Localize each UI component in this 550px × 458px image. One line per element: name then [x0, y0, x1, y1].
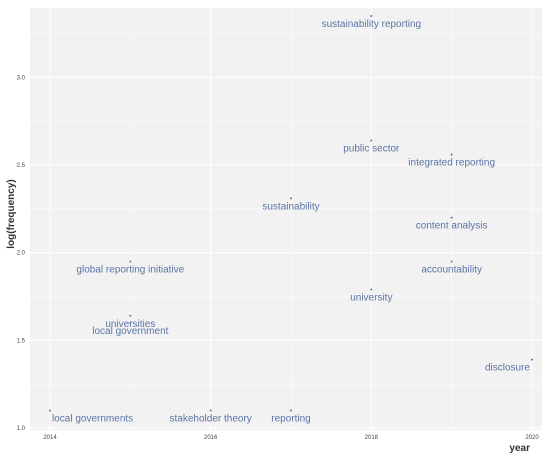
point-label: local government	[92, 326, 168, 337]
point-label: stakeholder theory	[170, 413, 252, 424]
x-axis-ticks: 2014 2016 2018 2020	[43, 435, 539, 441]
data-points: sustainability reporting public sector int…	[49, 15, 533, 424]
data-point	[370, 139, 373, 142]
grid-lines	[30, 8, 542, 430]
x-tick-label: 2014	[43, 435, 57, 441]
point-label: disclosure	[485, 363, 530, 374]
y-axis-title: log(frequency)	[6, 179, 17, 248]
point-label: public sector	[343, 143, 400, 154]
y-tick-label: 2.5	[17, 163, 26, 169]
data-point	[531, 358, 533, 361]
point-label: content analysis	[416, 221, 488, 232]
y-tick-label: 1.0	[17, 426, 26, 432]
y-tick-label: 3.0	[17, 75, 26, 81]
point-label: university	[350, 292, 392, 303]
data-point	[129, 321, 132, 324]
x-tick-label: 2020	[525, 435, 539, 441]
data-point	[450, 216, 453, 219]
point-label: reporting	[271, 413, 310, 424]
plot-panel	[30, 8, 542, 430]
x-tick-label: 2016	[204, 435, 218, 441]
data-point	[370, 288, 373, 291]
data-point	[129, 314, 132, 317]
point-label: global reporting initiative	[76, 264, 184, 275]
data-point	[129, 260, 132, 263]
data-point	[450, 153, 453, 156]
point-label: sustainability reporting	[322, 19, 422, 30]
point-label: sustainability	[262, 201, 319, 212]
data-point	[290, 409, 292, 412]
y-tick-label: 1.5	[17, 338, 26, 344]
point-label: accountability	[421, 264, 482, 275]
data-point	[49, 409, 51, 412]
data-point	[450, 260, 453, 263]
point-label: universities	[105, 319, 155, 330]
data-point	[209, 409, 212, 412]
y-tick-label: 2.0	[17, 251, 26, 257]
point-label: local governments	[52, 413, 133, 424]
x-tick-label: 2018	[365, 435, 379, 441]
x-axis-title: year	[509, 443, 530, 454]
data-point	[370, 15, 373, 17]
data-point	[290, 197, 292, 200]
y-axis-ticks: 1.0 1.5 2.0 2.5 3.0	[17, 75, 26, 432]
point-label: integrated reporting	[408, 158, 495, 169]
